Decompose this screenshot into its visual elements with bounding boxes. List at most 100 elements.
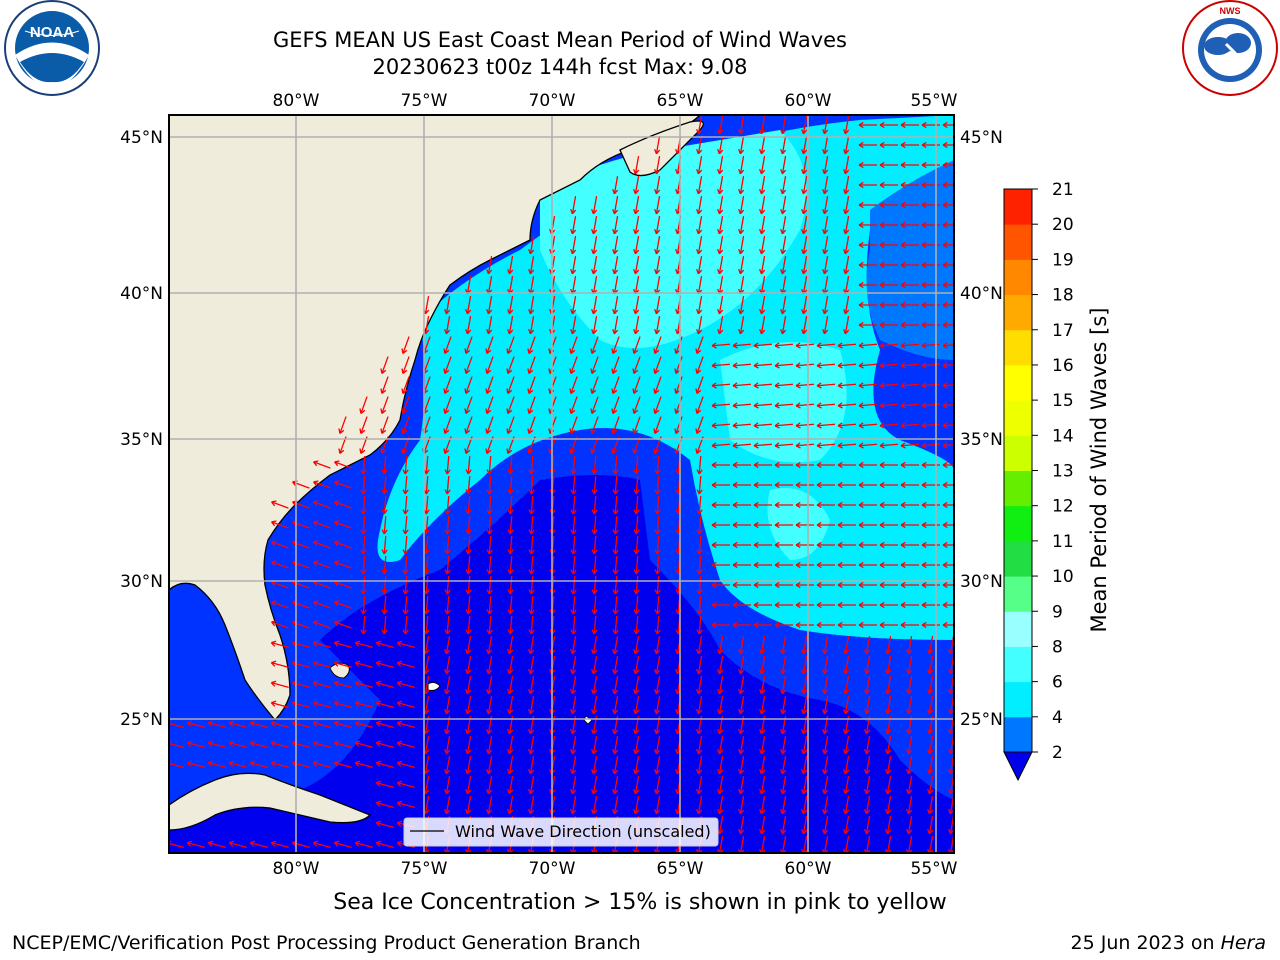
- lat-label: 40°N: [960, 284, 1003, 304]
- wind-vector: [780, 196, 787, 215]
- wind-vector: [590, 416, 599, 434]
- wind-vector: [653, 336, 662, 354]
- wind-vector: [774, 541, 793, 549]
- wind-vector: [801, 176, 808, 195]
- wind-vector: [570, 575, 577, 595]
- wind-vector: [696, 475, 703, 495]
- wind-vector: [738, 176, 745, 195]
- colorbar-tick-label: 12: [1052, 497, 1074, 517]
- wind-vector: [507, 736, 514, 755]
- wind-vector: [822, 836, 829, 853]
- wind-vector: [695, 336, 704, 354]
- wind-vector: [843, 296, 850, 315]
- wind-vector: [528, 595, 535, 615]
- colorbar-segment: [1004, 400, 1032, 436]
- wind-vector: [695, 416, 704, 434]
- wind-vector: [711, 581, 730, 589]
- sea-ice-note: Sea Ice Concentration > 15% is shown in …: [333, 890, 947, 915]
- wind-vector: [612, 756, 619, 775]
- wind-vector: [753, 422, 773, 429]
- wind-vector: [780, 796, 787, 815]
- wind-vector: [612, 696, 619, 715]
- wind-vector: [486, 495, 493, 515]
- wind-vector: [696, 736, 703, 755]
- wind-vector: [879, 321, 898, 329]
- wind-vector: [732, 402, 752, 409]
- wind-vector: [486, 575, 493, 595]
- wind-vector: [927, 776, 934, 795]
- wind-vector: [759, 656, 766, 675]
- wind-vector: [528, 236, 535, 255]
- wind-vector: [612, 196, 619, 215]
- wind-vector: [612, 636, 619, 655]
- wind-vector: [396, 760, 415, 768]
- wind-vector: [711, 442, 731, 449]
- wind-vector: [780, 176, 787, 195]
- wind-vector: [443, 396, 452, 414]
- wind-vector: [528, 495, 535, 515]
- wind-vector: [591, 696, 598, 715]
- wind-vector: [759, 636, 766, 655]
- wind-vector: [527, 396, 536, 414]
- wind-vector: [506, 376, 515, 394]
- wind-vector: [464, 356, 473, 374]
- wind-vector: [360, 475, 367, 495]
- wind-vector: [465, 515, 472, 535]
- wind-vector: [465, 796, 472, 815]
- wind-vector: [906, 736, 913, 755]
- wind-vector: [942, 321, 954, 329]
- colorbar-segment: [1004, 364, 1032, 401]
- lon-label: 65°W: [657, 91, 704, 111]
- wind-vector: [654, 676, 661, 695]
- wind-vector: [507, 636, 514, 655]
- wind-vector: [738, 736, 745, 755]
- wind-vector: [653, 356, 662, 374]
- wind-vector: [654, 595, 661, 615]
- wind-vector: [864, 816, 871, 835]
- wind-vector: [528, 636, 535, 655]
- wind-vector: [186, 760, 205, 768]
- wind-vector: [465, 555, 472, 575]
- wind-vector: [921, 402, 941, 409]
- wind-vector: [696, 656, 703, 675]
- wind-vector: [717, 736, 724, 755]
- wind-vector: [795, 621, 814, 629]
- wind-vector: [753, 461, 772, 469]
- wind-vector: [570, 696, 577, 715]
- lat-label: 45°N: [960, 128, 1003, 148]
- wind-vector: [633, 555, 640, 575]
- wind-vector: [738, 196, 745, 215]
- wind-vector: [774, 621, 793, 629]
- wind-vector: [837, 461, 856, 469]
- wind-vector: [900, 422, 920, 429]
- wind-vector: [528, 515, 535, 535]
- wind-vector: [822, 156, 829, 175]
- wind-vector: [654, 216, 661, 235]
- wind-vector: [753, 561, 772, 569]
- wind-vector: [837, 621, 856, 629]
- wind-vector: [444, 796, 451, 815]
- wind-vector: [864, 656, 871, 675]
- wind-vector: [780, 316, 787, 335]
- wind-vector: [528, 256, 535, 275]
- wind-vector: [396, 660, 415, 668]
- wind-vector: [633, 475, 640, 495]
- wind-vector: [858, 521, 877, 529]
- wind-vector: [942, 362, 954, 369]
- wind-vector: [313, 560, 331, 569]
- wind-vector: [313, 480, 331, 489]
- wind-vector: [591, 555, 598, 575]
- wind-vector: [186, 720, 205, 728]
- wind-vector: [569, 356, 578, 374]
- wind-vector: [879, 402, 899, 409]
- wind-vector: [591, 776, 598, 795]
- wind-vector: [801, 816, 808, 835]
- wind-vector: [738, 296, 745, 315]
- wind-vector: [570, 236, 577, 255]
- wind-vector: [228, 760, 247, 768]
- wind-vector: [360, 595, 367, 615]
- wind-vector: [711, 561, 730, 569]
- wind-vector: [780, 676, 787, 695]
- wind-vector: [753, 501, 772, 509]
- wind-vector: [633, 696, 640, 715]
